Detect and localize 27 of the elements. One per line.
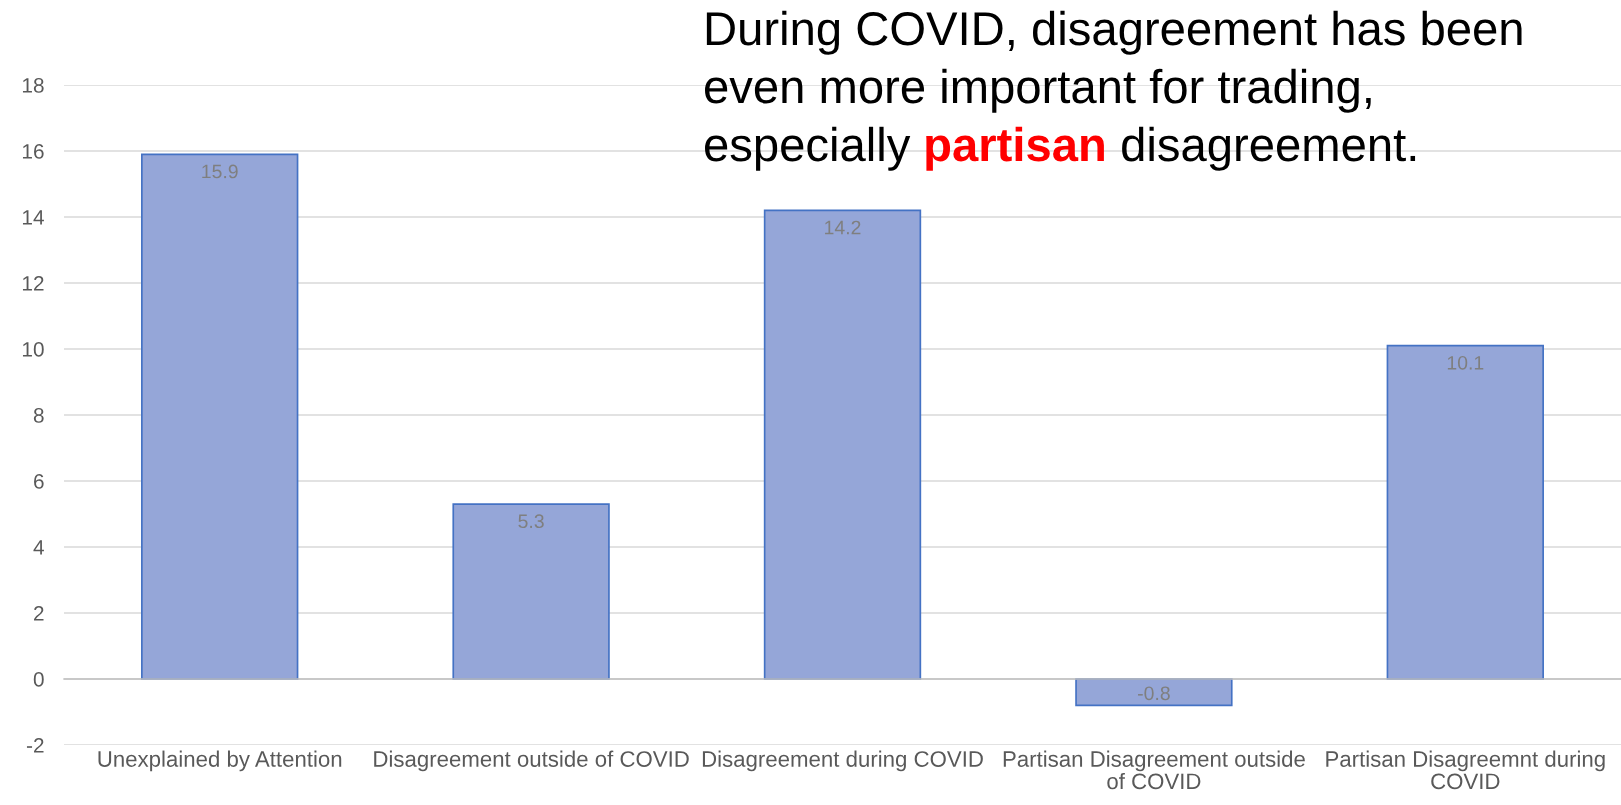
bar <box>452 503 610 680</box>
x-tick-label: Partisan Disagreemnt during COVID <box>1326 750 1605 790</box>
y-tick-label: -2 <box>26 738 44 753</box>
y-tick-label: 18 <box>22 78 44 93</box>
data-label: -0.8 <box>1138 686 1170 701</box>
data-label: 15.9 <box>202 164 238 179</box>
y-tick-label: 0 <box>33 672 44 687</box>
y-tick-label: 2 <box>34 606 44 621</box>
y-tick-label: 10 <box>22 342 44 357</box>
data-label: 10.1 <box>1447 355 1484 370</box>
bar <box>141 153 299 680</box>
bar <box>1386 344 1544 680</box>
y-tick-label: 12 <box>22 276 44 291</box>
chart-title: During COVID, disagreement has been even more important for trading, especially partisan disagreement. <box>705 10 1522 171</box>
bar <box>763 209 922 680</box>
data-label: 14.2 <box>825 220 861 235</box>
x-tick-label: Unexplained by Attention <box>98 750 342 772</box>
data-label: 5.3 <box>518 514 544 529</box>
x-tick-label: Disagreement during COVID <box>702 750 983 772</box>
bar <box>1075 678 1233 707</box>
x-tick-label: Partisan Disagreement outside of COVID <box>1003 750 1305 790</box>
y-tick-label: 14 <box>22 210 44 225</box>
y-tick-label: 16 <box>22 144 44 159</box>
x-tick-label: Disagreement outside of COVID <box>374 750 689 772</box>
y-tick-label: 8 <box>33 408 44 423</box>
y-tick-label: 4 <box>33 540 44 555</box>
y-tick-label: 6 <box>34 474 44 489</box>
